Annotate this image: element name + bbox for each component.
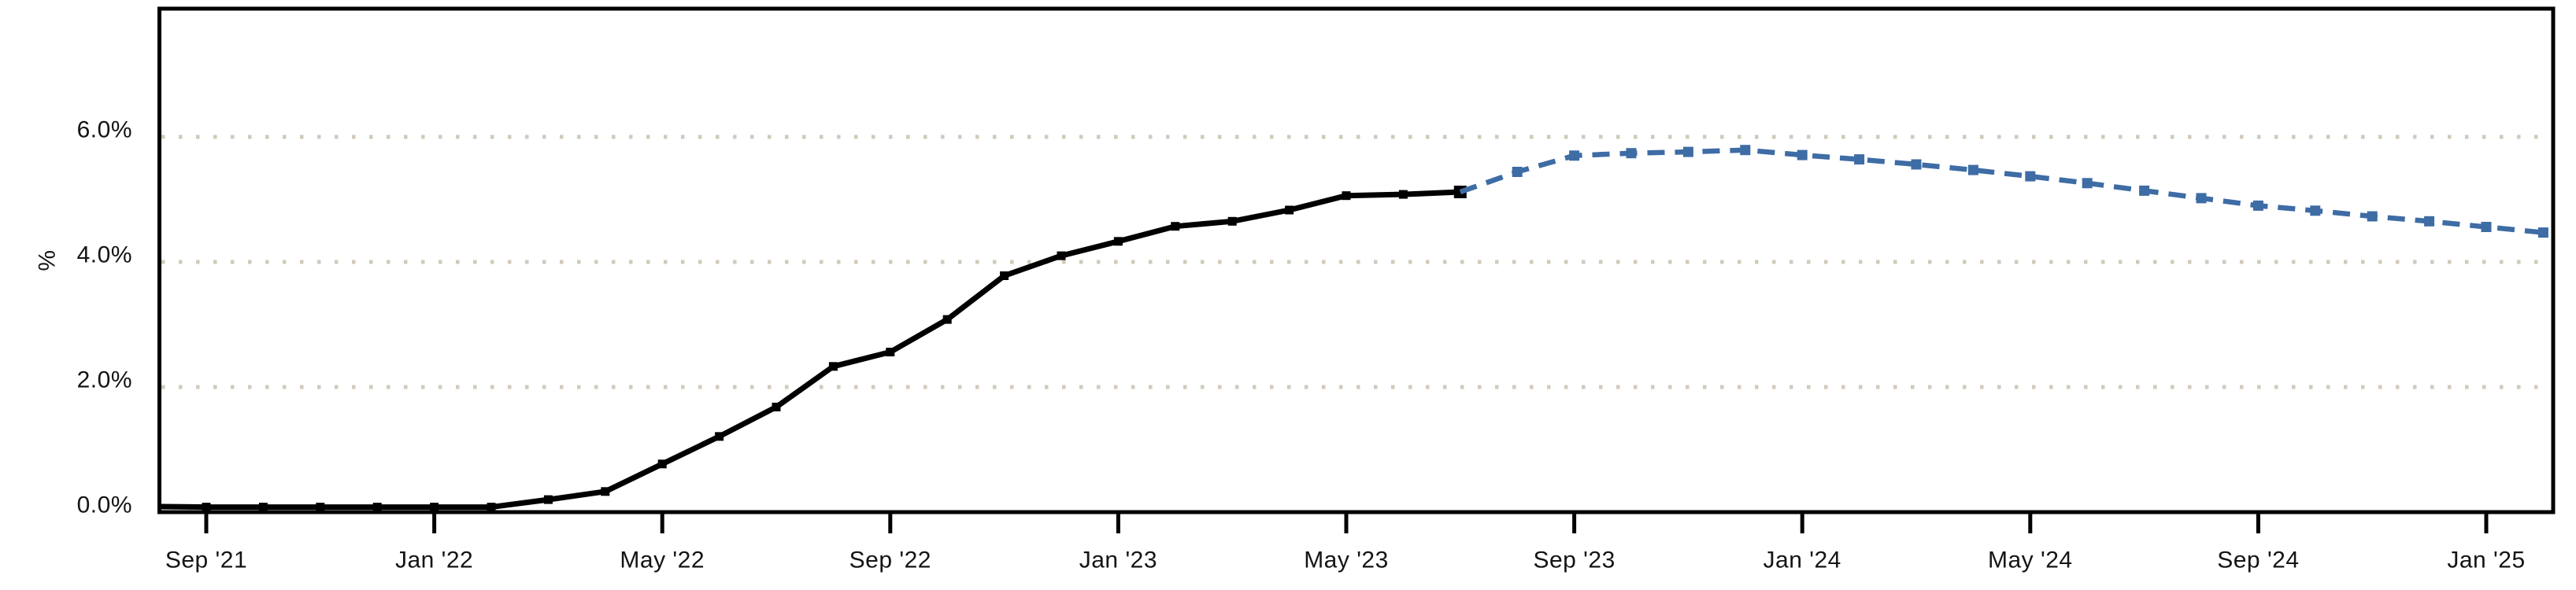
forecast-rate-marker [2481,222,2492,232]
x-tick-label: Jan '23 [1079,548,1157,573]
actual-rate-marker [942,315,952,324]
forecast-rate-marker [1740,145,1751,156]
y-tick-label: 6.0% [77,117,132,143]
x-tick-label: May '24 [1988,548,2073,573]
actual-rate-marker [1285,205,1294,215]
actual-rate-marker [258,503,268,511]
actual-rate-marker [487,503,496,511]
actual-rate-marker [316,503,325,511]
actual-rate-line [161,189,1460,511]
x-tick-label: May '23 [1304,548,1389,573]
gridlines [161,135,2552,389]
forecast-rate-marker [2196,193,2207,204]
forecast-rate-marker [2310,205,2321,216]
actual-rate-marker [1342,191,1351,201]
actual-rate-marker [1000,271,1009,280]
actual-rate-marker [657,459,667,469]
y-tick-label: 4.0% [77,242,132,268]
forecast-rate-marker [1626,148,1637,159]
actual-rate-marker [886,348,895,356]
forecast-rate-marker [2424,216,2435,227]
forecast-rate-marker [2139,185,2150,196]
actual-rate-marker [1171,222,1180,231]
actual-rate-marker [772,402,781,411]
x-axis: Sep '21 Jan '22 May '22 Sep '22 Jan '23 May '… [165,514,2525,573]
actual-rate-marker [430,503,439,511]
forecast-rate-marker [2252,200,2263,211]
plot-border [157,6,2556,514]
actual-rate-marker [601,487,610,496]
x-tick-label: Sep '23 [1533,548,1615,573]
x-tick-label: Jan '25 [2447,548,2525,573]
y-axis: 0.0% 2.0% 4.0% 6.0%% [35,117,132,518]
actual-rate-marker [828,362,838,371]
x-tick-label: Jan '24 [1764,548,1841,573]
actual-rate-marker [372,503,382,511]
x-tick-label: Sep '22 [849,548,931,573]
y-axis-title: % [35,249,61,271]
forecast-rate-marker [2025,171,2036,182]
actual-rate-marker [1398,190,1408,199]
forecast-rate-marker [1967,164,1978,175]
actual-rate-marker [202,503,211,511]
actual-rate-marker [543,495,553,504]
x-tick-label: May '22 [620,548,705,573]
forecast-rate-marker [1854,154,1865,165]
actual-rate-marker [145,502,154,511]
x-tick-label: Sep '21 [165,548,247,573]
actual-rate-marker [1227,216,1237,226]
x-tick-label: Jan '22 [395,548,473,573]
forecast-rate-marker [2082,178,2093,189]
forecast-rate-marker [1682,146,1693,157]
forecast-rate-line [1459,147,2544,235]
forecast-rate-marker [1512,167,1523,177]
actual-rate-marker [715,432,724,441]
forecast-rate-marker [2367,211,2378,222]
forecast-rate-marker [1797,149,1808,160]
forecast-rate-marker [1911,159,1922,170]
forecast-rate-marker [1569,150,1580,161]
x-tick-label: Sep '24 [2217,548,2299,573]
y-tick-label: 2.0% [77,367,132,393]
series [145,145,2548,511]
actual-rate-marker [1057,251,1066,260]
actual-rate-marker [1113,237,1123,246]
y-tick-label: 0.0% [77,492,132,518]
forecast-rate-marker [2537,227,2548,238]
